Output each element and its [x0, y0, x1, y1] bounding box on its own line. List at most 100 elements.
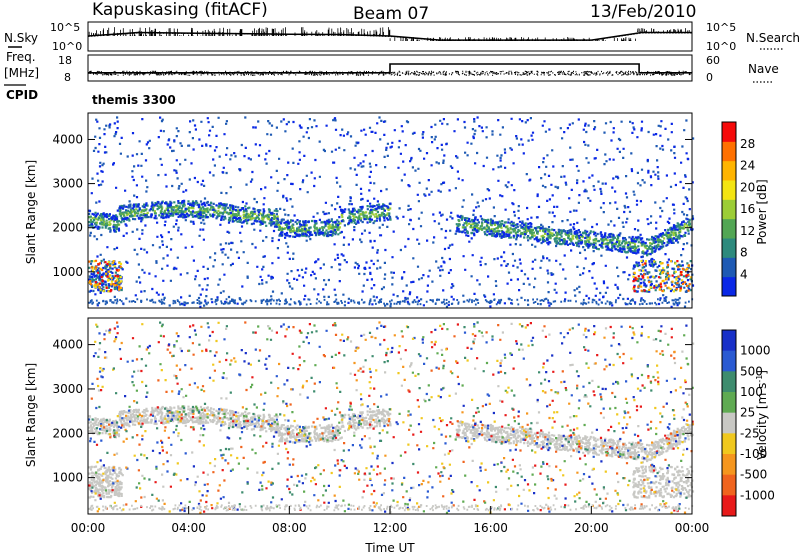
noise-right-tick-bottom: 10^0 — [706, 40, 736, 53]
power-colorbar-swatch-7 — [722, 141, 736, 162]
power-colorbar-tick-0: 4 — [740, 267, 748, 281]
power-colorbar-tick-6: 28 — [740, 137, 755, 151]
noise-right-tick-top: 10^5 — [706, 21, 736, 34]
xtick-label-2: 08:00 — [272, 521, 307, 535]
power-data — [88, 116, 695, 308]
date-title: 13/Feb/2010 — [590, 2, 696, 22]
velocity-ytick-label-4000: 4000 — [52, 338, 83, 352]
velocity-ylabel: Slant Range [km] — [24, 363, 38, 467]
beam-title: Beam 07 — [353, 4, 429, 24]
velocity-colorbar: 1000 500 100 25 -25 -100 -500 -1000 — [721, 329, 775, 517]
velocity-colorbar-tick-4: -25 — [740, 426, 760, 440]
power-colorbar-tick-5: 24 — [740, 159, 755, 173]
velocity-cells-12 — [96, 321, 694, 514]
velocity-xaxis: 00:00 04:00 08:00 12:00 16:00 20:00 00:00 — [71, 506, 710, 535]
velocity-colorbar-swatch-0 — [722, 330, 736, 352]
power-colorbar-swatch-8 — [722, 122, 736, 142]
power-colorbar-label: Power [dB] — [755, 179, 769, 244]
velocity-colorbar-label: Velocity [m s-1] — [755, 370, 769, 460]
velocity-cells-11 — [94, 321, 689, 514]
velocity-xlabel: Time UT — [364, 541, 415, 554]
freq-right-tick-top: 60 — [706, 54, 720, 67]
power-ytick-label-4000: 4000 — [52, 132, 83, 146]
velocity-colorbar-frame — [721, 329, 737, 517]
power-colorbar-swatch-3 — [722, 218, 736, 239]
velocity-colorbar-swatch-7 — [722, 474, 736, 496]
power-colorbar-swatch-2 — [722, 238, 736, 258]
mhz-label: [MHz] — [4, 66, 39, 80]
frequency-panel: 18 8 60 0 — [58, 54, 720, 84]
velocity-colorbar-swatch-4 — [722, 412, 736, 434]
xtick-label-3: 12:00 — [373, 521, 408, 535]
noise-panel: 10^5 10^0 10^5 10^0 — [50, 21, 736, 53]
freq-left-tick-bottom: 8 — [64, 71, 71, 84]
frequency-dots — [88, 70, 693, 76]
power-colorbar-swatch-5 — [722, 180, 736, 200]
power-panel-frame — [87, 112, 693, 309]
xtick-label-6: 00:00 — [675, 521, 710, 535]
power-yaxis: 1000 2000 3000 4000 — [52, 132, 692, 279]
noise-spikes — [88, 27, 690, 41]
cpid-label: CPID — [6, 88, 38, 102]
xtick-label-4: 16:00 — [473, 521, 508, 535]
velocity-yaxis: 1000 2000 3000 4000 — [52, 338, 692, 485]
velocity-colorbar-swatch-8 — [722, 495, 736, 517]
cpid-step-line — [88, 63, 692, 74]
velocity-colorbar-tick-1: 500 — [740, 364, 763, 378]
velocity-cells-13 — [91, 321, 688, 512]
freq-left-tick-top: 18 — [58, 54, 72, 67]
power-colorbar-tick-4: 20 — [740, 180, 755, 194]
velocity-colorbar-swatch-5 — [722, 433, 736, 455]
velocity-data — [88, 321, 695, 514]
velocity-colorbar-swatch-3 — [722, 392, 736, 414]
velocity-ytick-label-1000: 1000 — [52, 471, 83, 485]
velocity-ytick-label-2000: 2000 — [52, 426, 83, 440]
velocity-colorbar-tick-7: -1000 — [740, 488, 775, 502]
velocity-colorbar-tick-6: -500 — [740, 468, 767, 482]
velocity-cells-8 — [90, 324, 691, 513]
velocity-colorbar-tick-2: 100 — [740, 385, 763, 399]
frequency-panel-frame — [87, 54, 693, 82]
power-panel: 1000 2000 3000 4000 Slant Range [km] 4 8 12 16… — [24, 112, 769, 309]
power-ground-scatter — [88, 298, 694, 306]
velocity-colorbar-tick-0: 1000 — [740, 344, 771, 358]
freq-label: Freq. — [6, 50, 36, 64]
power-colorbar-swatch-6 — [722, 160, 736, 181]
velocity-colorbar-tick-3: 25 — [740, 406, 755, 420]
power-cells-17 — [94, 260, 688, 293]
power-colorbar-tick-3: 16 — [740, 202, 755, 216]
velocity-colorbar-tick-5: -100 — [740, 447, 767, 461]
noise-left-tick-bottom: 10^0 — [52, 40, 82, 53]
power-ytick-label-3000: 3000 — [52, 177, 83, 191]
station-title: Kapuskasing (fitACF) — [92, 0, 268, 20]
xtick-label-0: 00:00 — [71, 521, 106, 535]
velocity-colorbar-swatch-6 — [722, 454, 736, 476]
power-colorbar-swatch-0 — [722, 276, 736, 297]
nave-label: Nave — [748, 62, 779, 76]
nsky-label: N.Sky — [4, 31, 38, 45]
power-ytick-label-2000: 2000 — [52, 221, 83, 235]
power-colorbar-swatch-1 — [722, 257, 736, 278]
xtick-label-1: 04:00 — [171, 521, 206, 535]
velocity-ytick-label-3000: 3000 — [52, 382, 83, 396]
noise-left-tick-top: 10^5 — [50, 21, 80, 34]
power-cells-5 — [88, 116, 695, 308]
xtick-label-5: 20:00 — [574, 521, 609, 535]
power-ylabel: Slant Range [km] — [24, 160, 38, 264]
nsearch-label: N.Search — [746, 31, 800, 45]
frequency-series — [88, 63, 693, 76]
noise-series — [87, 27, 692, 41]
power-colorbar-frame — [721, 121, 737, 297]
velocity-cells-9 — [88, 323, 687, 513]
freq-right-tick-bottom: 0 — [706, 71, 713, 84]
velocity-colorbar-swatch-1 — [722, 350, 736, 372]
velocity-ground-scatter — [88, 504, 694, 512]
power-colorbar: 4 8 12 16 20 24 28 — [721, 121, 755, 297]
power-colorbar-tick-1: 8 — [740, 246, 748, 260]
program-label: themis 3300 — [92, 93, 176, 107]
power-colorbar-swatch-4 — [722, 199, 736, 220]
velocity-cells-10 — [95, 322, 694, 514]
velocity-colorbar-swatch-2 — [722, 371, 736, 393]
